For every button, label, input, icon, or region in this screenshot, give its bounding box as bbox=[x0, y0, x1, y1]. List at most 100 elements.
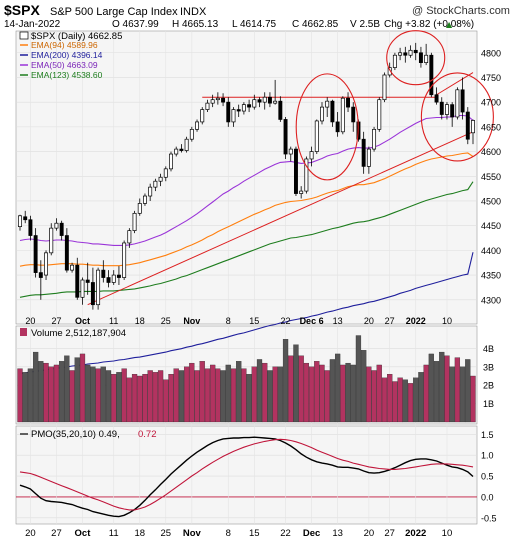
candle bbox=[445, 102, 449, 120]
volume-bar bbox=[59, 361, 65, 423]
candle-body bbox=[351, 106, 356, 123]
x-tick-label: 20 bbox=[25, 316, 35, 326]
volume-bar bbox=[157, 370, 164, 423]
x-tick-label: 2022 bbox=[405, 528, 426, 539]
candle bbox=[122, 240, 127, 281]
candle bbox=[75, 257, 80, 300]
price-tick-label: 4600 bbox=[481, 147, 501, 157]
volume-bar bbox=[79, 353, 86, 423]
pmo-legend: PMO(35,20,10) 0.49, 0.72 bbox=[20, 429, 157, 440]
price-tick-label: 4450 bbox=[481, 221, 501, 231]
candle-body bbox=[304, 158, 309, 192]
ema-line-ema94 bbox=[19, 152, 474, 267]
watermark: @ StockCharts.com bbox=[412, 5, 510, 17]
volume-bar bbox=[220, 370, 226, 423]
volume-bar bbox=[444, 355, 450, 423]
pmo-tick-label: 0.0 bbox=[481, 492, 494, 502]
candle bbox=[325, 97, 330, 117]
candle bbox=[346, 92, 350, 113]
volume-bar bbox=[361, 350, 367, 423]
volume-bar bbox=[392, 381, 398, 423]
candle bbox=[90, 267, 95, 310]
candle bbox=[23, 210, 28, 224]
pmo-y-axis: -0.5 0.0 0.5 1.0 1.5 bbox=[481, 430, 497, 524]
candle-body bbox=[325, 100, 330, 108]
candle bbox=[210, 94, 215, 108]
volume-bar bbox=[105, 370, 112, 423]
volume-bar bbox=[22, 372, 28, 423]
candle bbox=[429, 52, 434, 98]
candle-body bbox=[215, 97, 220, 101]
volume-legend-icon bbox=[20, 328, 27, 336]
candle bbox=[366, 146, 371, 174]
x-tick-label: 20 bbox=[364, 316, 374, 326]
candle bbox=[252, 94, 257, 110]
candle bbox=[226, 97, 231, 127]
volume-bar bbox=[397, 377, 403, 423]
volume-bar bbox=[340, 364, 346, 423]
candle bbox=[455, 87, 460, 120]
candle bbox=[465, 107, 470, 145]
volume-bar bbox=[95, 368, 101, 423]
volume-bar bbox=[371, 370, 377, 423]
volume-bar bbox=[199, 361, 205, 423]
candle-body bbox=[143, 195, 147, 204]
candle bbox=[195, 119, 199, 132]
candle bbox=[158, 173, 163, 187]
candle bbox=[132, 210, 137, 234]
volume-bar bbox=[225, 364, 231, 423]
candle-body bbox=[361, 138, 366, 167]
volume-bar bbox=[407, 383, 414, 423]
candle-body bbox=[80, 279, 85, 298]
index-name: S&P 500 Large Cap Index bbox=[50, 6, 178, 18]
legend-ema50: EMA(50) 4663.09 bbox=[31, 60, 98, 70]
volume-bar bbox=[329, 359, 336, 423]
volume-tick-label: 3B bbox=[483, 362, 494, 372]
x-tick-label: 11 bbox=[109, 528, 119, 539]
x-tick-label: 27 bbox=[385, 316, 395, 326]
candle bbox=[59, 220, 64, 241]
volume-bar bbox=[355, 335, 362, 423]
volume-bar bbox=[298, 355, 304, 423]
change-label: Chg +3.82 (+0.08%) bbox=[384, 19, 474, 30]
x-axis: 20 20 27 27 Oct Oct 11 11 18 18 25 25 Nov Nov 8 8 15 15 22… bbox=[25, 316, 452, 539]
volume-bar bbox=[251, 366, 257, 423]
x-tick-label: 13 bbox=[332, 528, 343, 539]
volume-bar bbox=[152, 372, 159, 423]
candle bbox=[215, 92, 220, 105]
price-tick-label: 4350 bbox=[481, 271, 501, 281]
candle-body bbox=[299, 190, 304, 194]
volume-bar bbox=[142, 374, 148, 423]
candle bbox=[169, 151, 173, 172]
price-tick-label: 4650 bbox=[481, 122, 501, 132]
candle-body bbox=[111, 274, 116, 283]
volume-bar bbox=[319, 364, 325, 423]
candle-body bbox=[335, 121, 340, 133]
candle bbox=[398, 47, 403, 61]
volume-bar bbox=[17, 368, 23, 423]
candle bbox=[153, 178, 158, 192]
candle-body bbox=[455, 89, 460, 118]
candle bbox=[361, 131, 366, 174]
candle bbox=[403, 46, 408, 63]
circle-annotation bbox=[295, 73, 359, 181]
candle bbox=[101, 260, 106, 283]
candle bbox=[283, 116, 288, 159]
candle bbox=[116, 266, 121, 285]
legend-ema94: EMA(94) 4589.96 bbox=[31, 40, 98, 50]
candle-body bbox=[122, 242, 127, 278]
candle-body bbox=[241, 104, 246, 112]
pmo-grid bbox=[16, 31, 477, 524]
candle bbox=[241, 102, 246, 115]
change-arrow-icon: ▲ bbox=[446, 20, 453, 29]
x-tick-label: Oct bbox=[75, 316, 90, 326]
candle bbox=[434, 87, 439, 105]
pmo-panel bbox=[15, 425, 478, 525]
candle-body bbox=[158, 176, 163, 182]
candle-body bbox=[330, 100, 335, 123]
trendlines bbox=[87, 72, 474, 306]
volume-tick-label: 2B bbox=[483, 381, 494, 391]
volume-y-axis: 1B 2B 3B 4B bbox=[483, 344, 494, 409]
x-tick-label: Dec bbox=[303, 528, 320, 539]
volume-bar bbox=[465, 359, 471, 423]
